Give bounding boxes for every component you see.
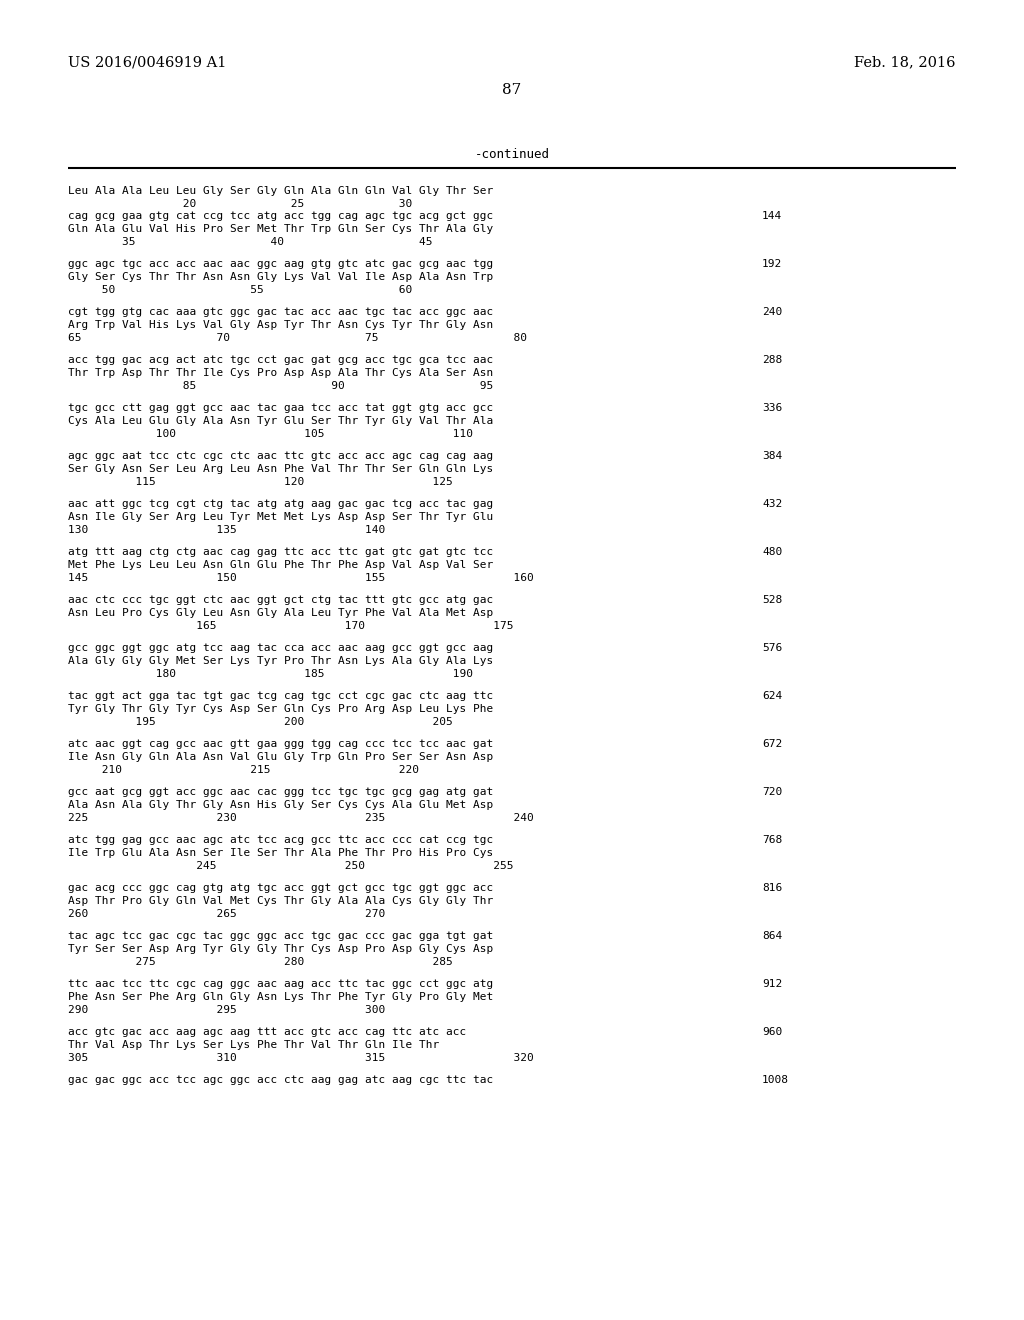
Text: 180                   185                   190: 180 185 190 [68,669,473,678]
Text: 912: 912 [762,979,782,989]
Text: atg ttt aag ctg ctg aac cag gag ttc acc ttc gat gtc gat gtc tcc: atg ttt aag ctg ctg aac cag gag ttc acc … [68,546,494,557]
Text: 624: 624 [762,690,782,701]
Text: 192: 192 [762,259,782,269]
Text: 260                   265                   270: 260 265 270 [68,909,385,919]
Text: Cys Ala Leu Glu Gly Ala Asn Tyr Glu Ser Thr Tyr Gly Val Thr Ala: Cys Ala Leu Glu Gly Ala Asn Tyr Glu Ser … [68,416,494,426]
Text: 275                   280                   285: 275 280 285 [68,957,453,968]
Text: ttc aac tcc ttc cgc cag ggc aac aag acc ttc tac ggc cct ggc atg: ttc aac tcc ttc cgc cag ggc aac aag acc … [68,979,494,989]
Text: cag gcg gaa gtg cat ccg tcc atg acc tgg cag agc tgc acg gct ggc: cag gcg gaa gtg cat ccg tcc atg acc tgg … [68,211,494,220]
Text: 87: 87 [503,83,521,96]
Text: 245                   250                   255: 245 250 255 [68,861,513,871]
Text: 115                   120                   125: 115 120 125 [68,477,453,487]
Text: acc gtc gac acc aag agc aag ttt acc gtc acc cag ttc atc acc: acc gtc gac acc aag agc aag ttt acc gtc … [68,1027,466,1038]
Text: tac agc tcc gac cgc tac ggc ggc acc tgc gac ccc gac gga tgt gat: tac agc tcc gac cgc tac ggc ggc acc tgc … [68,931,494,941]
Text: 432: 432 [762,499,782,510]
Text: 305                   310                   315                   320: 305 310 315 320 [68,1053,534,1063]
Text: 210                   215                   220: 210 215 220 [68,766,419,775]
Text: Feb. 18, 2016: Feb. 18, 2016 [854,55,956,69]
Text: 672: 672 [762,739,782,748]
Text: 85                    90                    95: 85 90 95 [68,381,494,391]
Text: Ala Asn Ala Gly Thr Gly Asn His Gly Ser Cys Cys Ala Glu Met Asp: Ala Asn Ala Gly Thr Gly Asn His Gly Ser … [68,800,494,810]
Text: gac acg ccc ggc cag gtg atg tgc acc ggt gct gcc tgc ggt ggc acc: gac acg ccc ggc cag gtg atg tgc acc ggt … [68,883,494,894]
Text: Tyr Ser Ser Asp Arg Tyr Gly Gly Thr Cys Asp Pro Asp Gly Cys Asp: Tyr Ser Ser Asp Arg Tyr Gly Gly Thr Cys … [68,944,494,954]
Text: gcc aat gcg ggt acc ggc aac cac ggg tcc tgc tgc gcg gag atg gat: gcc aat gcg ggt acc ggc aac cac ggg tcc … [68,787,494,797]
Text: acc tgg gac acg act atc tgc cct gac gat gcg acc tgc gca tcc aac: acc tgg gac acg act atc tgc cct gac gat … [68,355,494,366]
Text: 240: 240 [762,308,782,317]
Text: tac ggt act gga tac tgt gac tcg cag tgc cct cgc gac ctc aag ttc: tac ggt act gga tac tgt gac tcg cag tgc … [68,690,494,701]
Text: 130                   135                   140: 130 135 140 [68,525,385,535]
Text: 100                   105                   110: 100 105 110 [68,429,473,440]
Text: 384: 384 [762,451,782,461]
Text: Thr Val Asp Thr Lys Ser Lys Phe Thr Val Thr Gln Ile Thr: Thr Val Asp Thr Lys Ser Lys Phe Thr Val … [68,1040,439,1049]
Text: Asn Ile Gly Ser Arg Leu Tyr Met Met Lys Asp Asp Ser Thr Tyr Glu: Asn Ile Gly Ser Arg Leu Tyr Met Met Lys … [68,512,494,521]
Text: US 2016/0046919 A1: US 2016/0046919 A1 [68,55,226,69]
Text: Phe Asn Ser Phe Arg Gln Gly Asn Lys Thr Phe Tyr Gly Pro Gly Met: Phe Asn Ser Phe Arg Gln Gly Asn Lys Thr … [68,993,494,1002]
Text: 195                   200                   205: 195 200 205 [68,717,453,727]
Text: atc tgg gag gcc aac agc atc tcc acg gcc ttc acc ccc cat ccg tgc: atc tgg gag gcc aac agc atc tcc acg gcc … [68,836,494,845]
Text: Ala Gly Gly Gly Met Ser Lys Tyr Pro Thr Asn Lys Ala Gly Ala Lys: Ala Gly Gly Gly Met Ser Lys Tyr Pro Thr … [68,656,494,667]
Text: 288: 288 [762,355,782,366]
Text: tgc gcc ctt gag ggt gcc aac tac gaa tcc acc tat ggt gtg acc gcc: tgc gcc ctt gag ggt gcc aac tac gaa tcc … [68,403,494,413]
Text: 225                   230                   235                   240: 225 230 235 240 [68,813,534,822]
Text: cgt tgg gtg cac aaa gtc ggc gac tac acc aac tgc tac acc ggc aac: cgt tgg gtg cac aaa gtc ggc gac tac acc … [68,308,494,317]
Text: 144: 144 [762,211,782,220]
Text: 20              25              30: 20 25 30 [68,199,413,209]
Text: atc aac ggt cag gcc aac gtt gaa ggg tgg cag ccc tcc tcc aac gat: atc aac ggt cag gcc aac gtt gaa ggg tgg … [68,739,494,748]
Text: Asn Leu Pro Cys Gly Leu Asn Gly Ala Leu Tyr Phe Val Ala Met Asp: Asn Leu Pro Cys Gly Leu Asn Gly Ala Leu … [68,609,494,618]
Text: 336: 336 [762,403,782,413]
Text: 960: 960 [762,1027,782,1038]
Text: Tyr Gly Thr Gly Tyr Cys Asp Ser Gln Cys Pro Arg Asp Leu Lys Phe: Tyr Gly Thr Gly Tyr Cys Asp Ser Gln Cys … [68,704,494,714]
Text: 720: 720 [762,787,782,797]
Text: 50                    55                    60: 50 55 60 [68,285,413,294]
Text: ggc agc tgc acc acc aac aac ggc aag gtg gtc atc gac gcg aac tgg: ggc agc tgc acc acc aac aac ggc aag gtg … [68,259,494,269]
Text: Asp Thr Pro Gly Gln Val Met Cys Thr Gly Ala Ala Cys Gly Gly Thr: Asp Thr Pro Gly Gln Val Met Cys Thr Gly … [68,896,494,906]
Text: Ile Asn Gly Gln Ala Asn Val Glu Gly Trp Gln Pro Ser Ser Asn Asp: Ile Asn Gly Gln Ala Asn Val Glu Gly Trp … [68,752,494,762]
Text: 35                    40                    45: 35 40 45 [68,238,432,247]
Text: 768: 768 [762,836,782,845]
Text: gcc ggc ggt ggc atg tcc aag tac cca acc aac aag gcc ggt gcc aag: gcc ggc ggt ggc atg tcc aag tac cca acc … [68,643,494,653]
Text: Met Phe Lys Leu Leu Asn Gln Glu Phe Thr Phe Asp Val Asp Val Ser: Met Phe Lys Leu Leu Asn Gln Glu Phe Thr … [68,560,494,570]
Text: 1008: 1008 [762,1074,790,1085]
Text: 165                   170                   175: 165 170 175 [68,620,513,631]
Text: Arg Trp Val His Lys Val Gly Asp Tyr Thr Asn Cys Tyr Thr Gly Asn: Arg Trp Val His Lys Val Gly Asp Tyr Thr … [68,319,494,330]
Text: aac ctc ccc tgc ggt ctc aac ggt gct ctg tac ttt gtc gcc atg gac: aac ctc ccc tgc ggt ctc aac ggt gct ctg … [68,595,494,605]
Text: 864: 864 [762,931,782,941]
Text: gac gac ggc acc tcc agc ggc acc ctc aag gag atc aag cgc ttc tac: gac gac ggc acc tcc agc ggc acc ctc aag … [68,1074,494,1085]
Text: 576: 576 [762,643,782,653]
Text: 816: 816 [762,883,782,894]
Text: 290                   295                   300: 290 295 300 [68,1005,385,1015]
Text: Gly Ser Cys Thr Thr Asn Asn Gly Lys Val Val Ile Asp Ala Asn Trp: Gly Ser Cys Thr Thr Asn Asn Gly Lys Val … [68,272,494,282]
Text: Ser Gly Asn Ser Leu Arg Leu Asn Phe Val Thr Thr Ser Gln Gln Lys: Ser Gly Asn Ser Leu Arg Leu Asn Phe Val … [68,465,494,474]
Text: aac att ggc tcg cgt ctg tac atg atg aag gac gac tcg acc tac gag: aac att ggc tcg cgt ctg tac atg atg aag … [68,499,494,510]
Text: Thr Trp Asp Thr Thr Ile Cys Pro Asp Asp Ala Thr Cys Ala Ser Asn: Thr Trp Asp Thr Thr Ile Cys Pro Asp Asp … [68,368,494,378]
Text: 145                   150                   155                   160: 145 150 155 160 [68,573,534,583]
Text: agc ggc aat tcc ctc cgc ctc aac ttc gtc acc acc agc cag cag aag: agc ggc aat tcc ctc cgc ctc aac ttc gtc … [68,451,494,461]
Text: -continued: -continued [474,149,550,161]
Text: 528: 528 [762,595,782,605]
Text: Ile Trp Glu Ala Asn Ser Ile Ser Thr Ala Phe Thr Pro His Pro Cys: Ile Trp Glu Ala Asn Ser Ile Ser Thr Ala … [68,847,494,858]
Text: Gln Ala Glu Val His Pro Ser Met Thr Trp Gln Ser Cys Thr Ala Gly: Gln Ala Glu Val His Pro Ser Met Thr Trp … [68,224,494,234]
Text: 480: 480 [762,546,782,557]
Text: 65                    70                    75                    80: 65 70 75 80 [68,333,527,343]
Text: Leu Ala Ala Leu Leu Gly Ser Gly Gln Ala Gln Gln Val Gly Thr Ser: Leu Ala Ala Leu Leu Gly Ser Gly Gln Ala … [68,186,494,195]
